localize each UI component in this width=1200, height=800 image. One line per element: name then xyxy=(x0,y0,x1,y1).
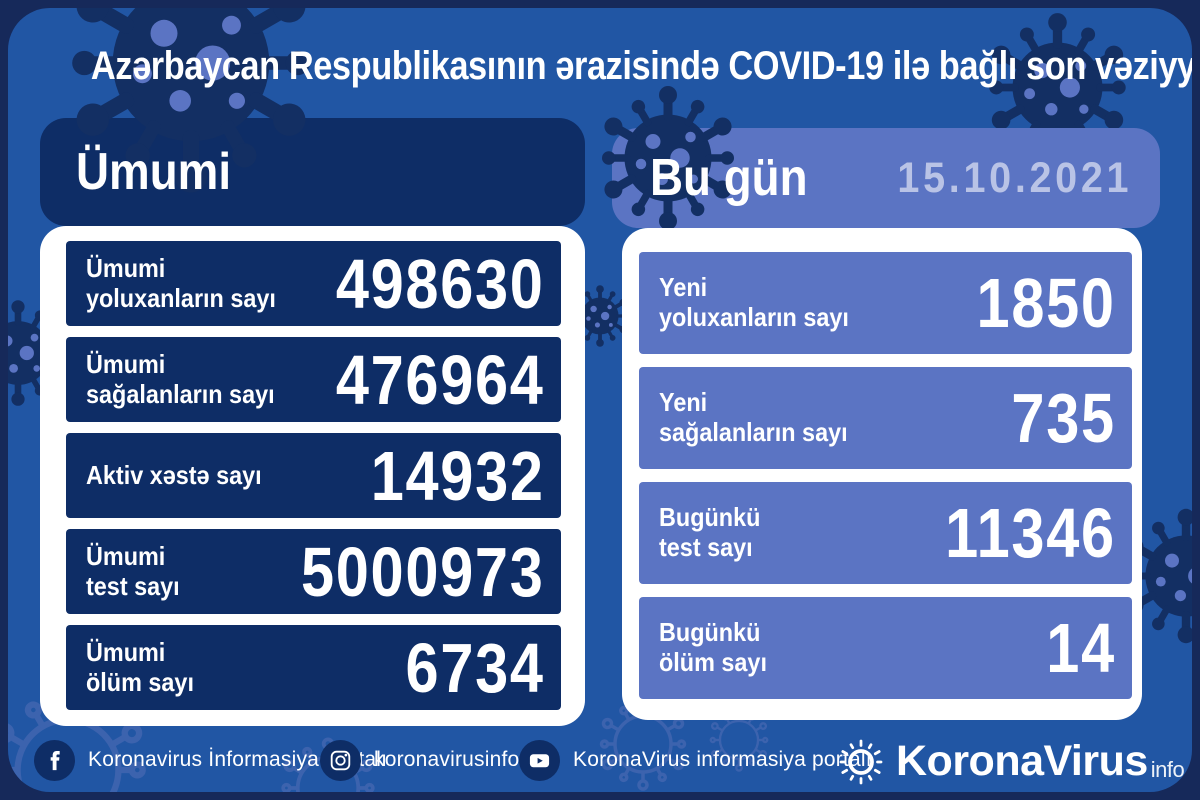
youtube-label: KoronaVirus informasiya portalı xyxy=(573,748,872,771)
total-panel-title: Ümumi xyxy=(76,143,232,201)
logo-superscript: info xyxy=(1150,757,1185,782)
youtube-link[interactable]: KoronaVirus informasiya portalı xyxy=(519,738,872,782)
stat-value: 1850 xyxy=(976,264,1116,342)
stat-value: 14 xyxy=(1046,609,1116,687)
stat-row-total-infections: Ümumi yoluxanların sayı 498630 xyxy=(66,241,561,326)
stat-row-new-infections: Yeni yoluxanların sayı 1850 xyxy=(639,252,1132,354)
stat-value: 735 xyxy=(1011,379,1116,457)
today-panel-title: Bu gün xyxy=(650,149,808,207)
infographic-canvas: Azərbaycan Respublikasının ərazisində CO… xyxy=(8,8,1192,792)
stat-value: 6734 xyxy=(405,628,545,707)
today-stats-card: Yeni yoluxanların sayı 1850 Yeni sağalan… xyxy=(622,228,1142,720)
stat-label: Ümumi ölüm sayı xyxy=(86,636,194,697)
stat-row-total-deaths: Ümumi ölüm sayı 6734 xyxy=(66,625,561,710)
stat-value: 476964 xyxy=(336,340,545,419)
stat-label: Ümumi yoluxanların sayı xyxy=(86,252,276,313)
today-panel-header: Bu gün 15.10.2021 xyxy=(612,128,1160,228)
stat-value: 5000973 xyxy=(301,532,545,611)
stat-label: Bugünkü ölüm sayı xyxy=(659,617,767,677)
instagram-link[interactable]: koronavirusinfoaz xyxy=(320,738,542,782)
instagram-icon xyxy=(320,739,361,781)
stat-row-today-tests: Bugünkü test sayı 11346 xyxy=(639,482,1132,584)
stat-row-today-deaths: Bugünkü ölüm sayı 14 xyxy=(639,597,1132,699)
stat-row-new-recovered: Yeni sağalanların sayı 735 xyxy=(639,367,1132,469)
youtube-icon xyxy=(519,739,560,781)
total-panel-header: Ümumi xyxy=(40,118,585,226)
stat-value: 11346 xyxy=(945,494,1116,572)
total-stats-card: Ümumi yoluxanların sayı 498630 Ümumi sağ… xyxy=(40,226,585,726)
stat-label: Aktiv xəstə sayı xyxy=(86,459,262,490)
stat-label: Bugünkü test sayı xyxy=(659,502,761,562)
koronavirus-info-logo[interactable]: KoronaVirus info xyxy=(836,736,1185,787)
instagram-label: koronavirusinfoaz xyxy=(374,748,542,771)
page-title: Azərbaycan Respublikasının ərazisində CO… xyxy=(90,44,1192,88)
stat-value: 498630 xyxy=(336,244,545,323)
facebook-icon xyxy=(34,739,75,781)
stat-row-total-recovered: Ümumi sağalanların sayı 476964 xyxy=(66,337,561,422)
virus-icon xyxy=(836,737,886,787)
stat-row-active-cases: Aktiv xəstə sayı 14932 xyxy=(66,433,561,518)
stat-label: Yeni yoluxanların sayı xyxy=(659,272,849,332)
report-date: 15.10.2021 xyxy=(897,153,1132,202)
logo-text: KoronaVirus info xyxy=(896,737,1185,785)
stat-label: Ümumi test sayı xyxy=(86,540,180,601)
stat-row-total-tests: Ümumi test sayı 5000973 xyxy=(66,529,561,614)
stat-label: Ümumi sağalanların sayı xyxy=(86,348,275,409)
stat-label: Yeni sağalanların sayı xyxy=(659,387,848,447)
stat-value: 14932 xyxy=(371,436,545,515)
